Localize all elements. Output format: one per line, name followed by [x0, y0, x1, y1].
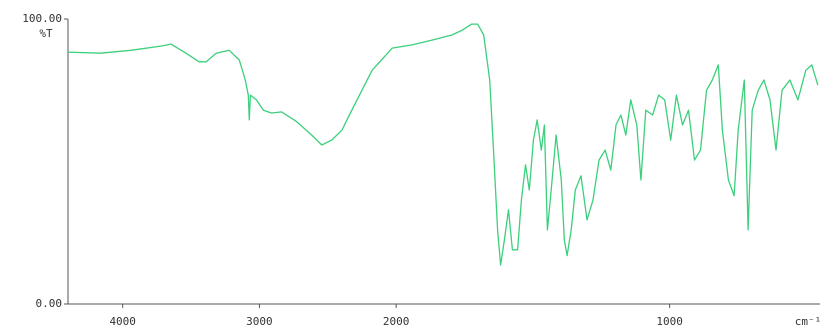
spectrum-line — [67, 23, 819, 266]
x-tick-label: 3000 — [246, 315, 273, 328]
y-tick-label: 100.00 — [22, 12, 62, 25]
x-tick-label: 1000 — [656, 315, 683, 328]
x-tick-label: 2000 — [383, 315, 410, 328]
y-tick-label: 0.00 — [36, 297, 63, 310]
x-tick-label: 4000 — [109, 315, 136, 328]
x-axis-label: cm⁻¹ — [795, 315, 822, 328]
y-axis-label: %T — [39, 27, 53, 40]
